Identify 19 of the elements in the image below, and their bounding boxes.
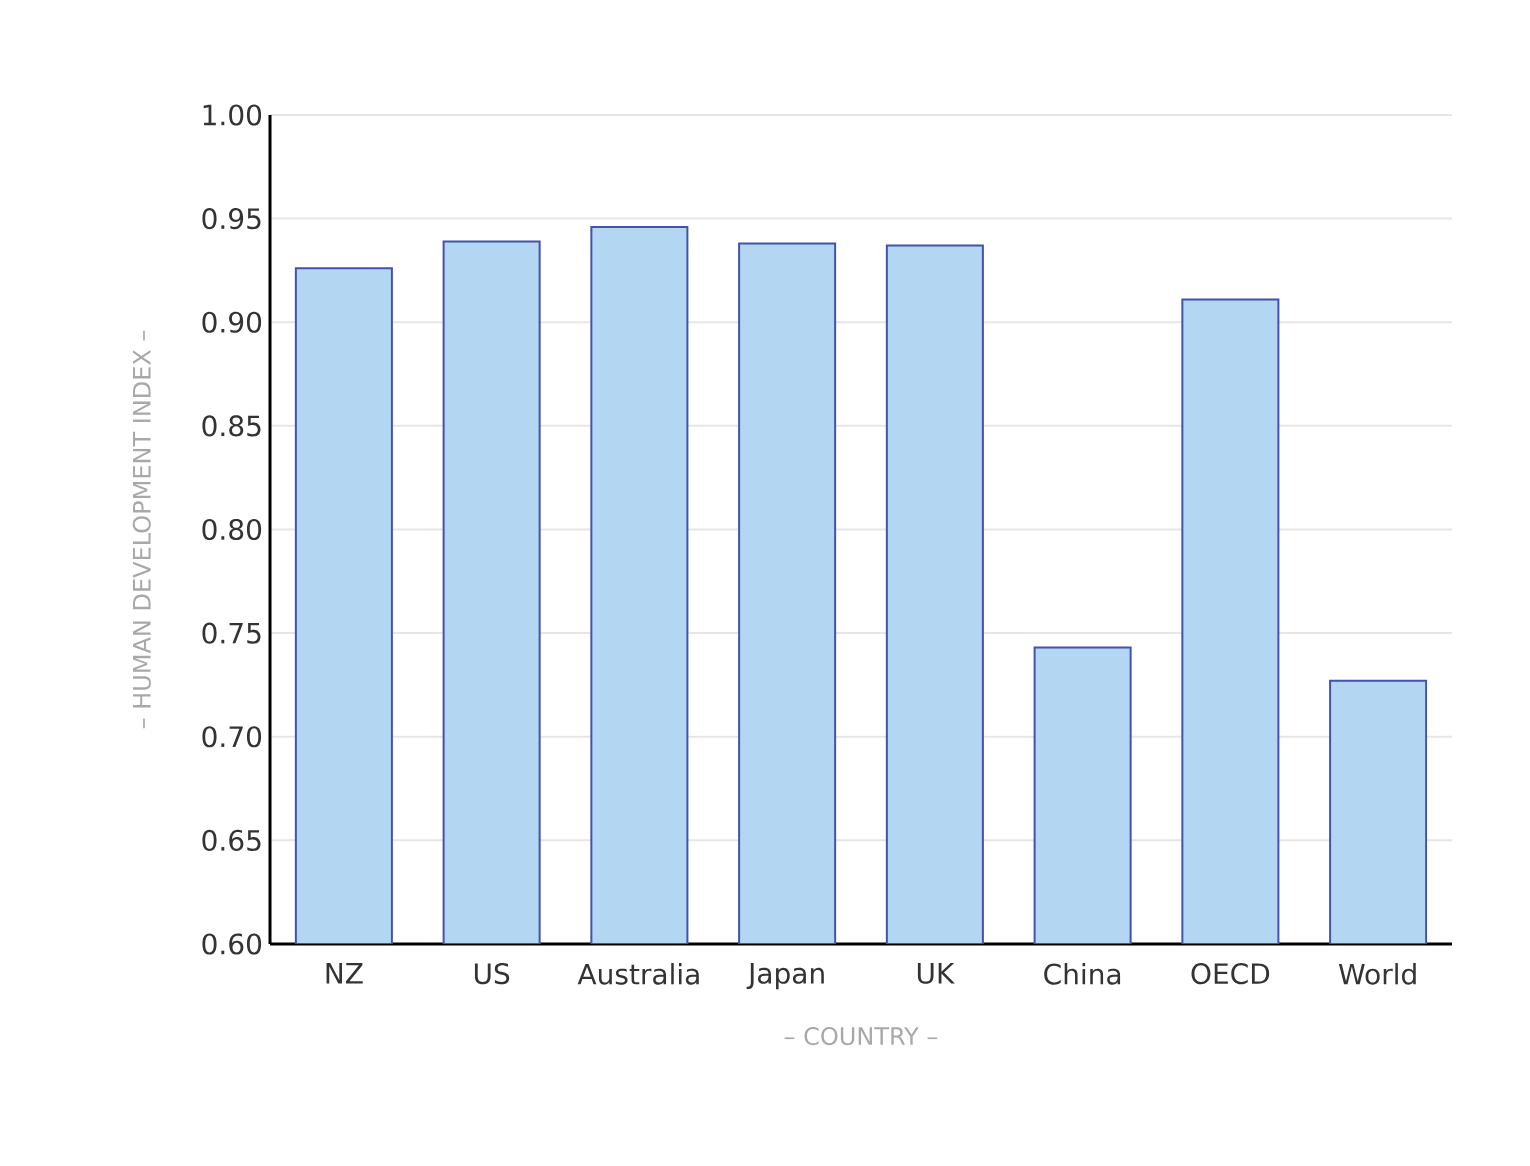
y-tick-label: 1.00: [203, 104, 262, 126]
y-tick-label: 0.95: [202, 208, 261, 230]
x-tick-label: OECD: [1191, 963, 1270, 985]
x-tick-label: US: [474, 963, 510, 985]
y-axis-title: – HUMAN DEVELOPMENT INDEX –: [132, 330, 151, 729]
y-tick-label: 0.85: [202, 415, 261, 437]
y-tick-label: 0.90: [202, 311, 262, 333]
x-tick-label: Australia: [577, 963, 699, 985]
y-tick-label: 0.60: [202, 933, 262, 955]
y-tick-label: 0.80: [202, 518, 262, 541]
x-tick-label: China: [1044, 963, 1121, 985]
y-tick-label: 0.75: [202, 622, 261, 644]
x-axis-title: – COUNTRY –: [784, 1027, 938, 1046]
x-tick-label: Japan: [746, 963, 824, 990]
x-tick-label: UK: [917, 963, 955, 984]
y-tick-label: 0.65: [202, 829, 261, 851]
x-tick-label: World: [1338, 963, 1416, 985]
x-tick-label: NZ: [326, 963, 363, 984]
y-tick-label: 0.70: [202, 726, 262, 748]
